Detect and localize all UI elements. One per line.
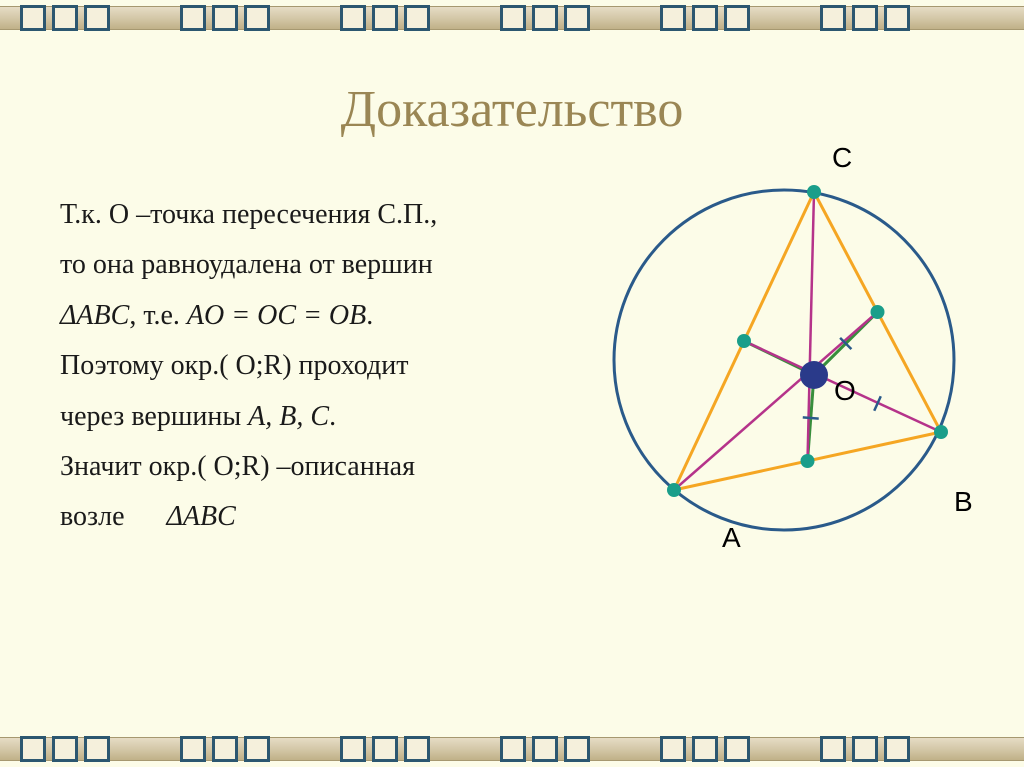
proof-line-2: то она равноудалена от вершин — [60, 240, 560, 290]
proof-line-5: через вершины A, B, C. — [60, 392, 560, 442]
center-point — [800, 361, 828, 389]
diagram-svg — [574, 150, 994, 570]
vertex-label-b: B — [954, 486, 973, 518]
geometry-diagram: A B C O — [574, 150, 994, 570]
slide-title: Доказательство — [0, 80, 1024, 139]
proof-line-3: ΔABC, т.е. AO = OC = OB. — [60, 291, 560, 341]
vertex-label-c: C — [832, 142, 852, 174]
vertex-label-a: A — [722, 522, 741, 554]
decorative-border-bottom — [0, 731, 1024, 767]
proof-text: Т.к. О –точка пересечения С.П., то она р… — [60, 190, 560, 543]
proof-line-1: Т.к. О –точка пересечения С.П., — [60, 190, 560, 240]
triangle-symbol: ΔABC — [60, 300, 129, 331]
decorative-border-top — [0, 0, 1024, 36]
center-label-o: O — [834, 375, 856, 407]
proof-line-7: возле ΔABC — [60, 492, 560, 542]
proof-line-6: Значит окр.( O;R) –описанная — [60, 442, 560, 492]
triangle-symbol-2: ΔABC — [167, 501, 236, 532]
strip-squares — [0, 5, 910, 31]
strip-squares — [0, 736, 910, 762]
proof-line-4: Поэтому окр.( O;R) проходит — [60, 341, 560, 391]
